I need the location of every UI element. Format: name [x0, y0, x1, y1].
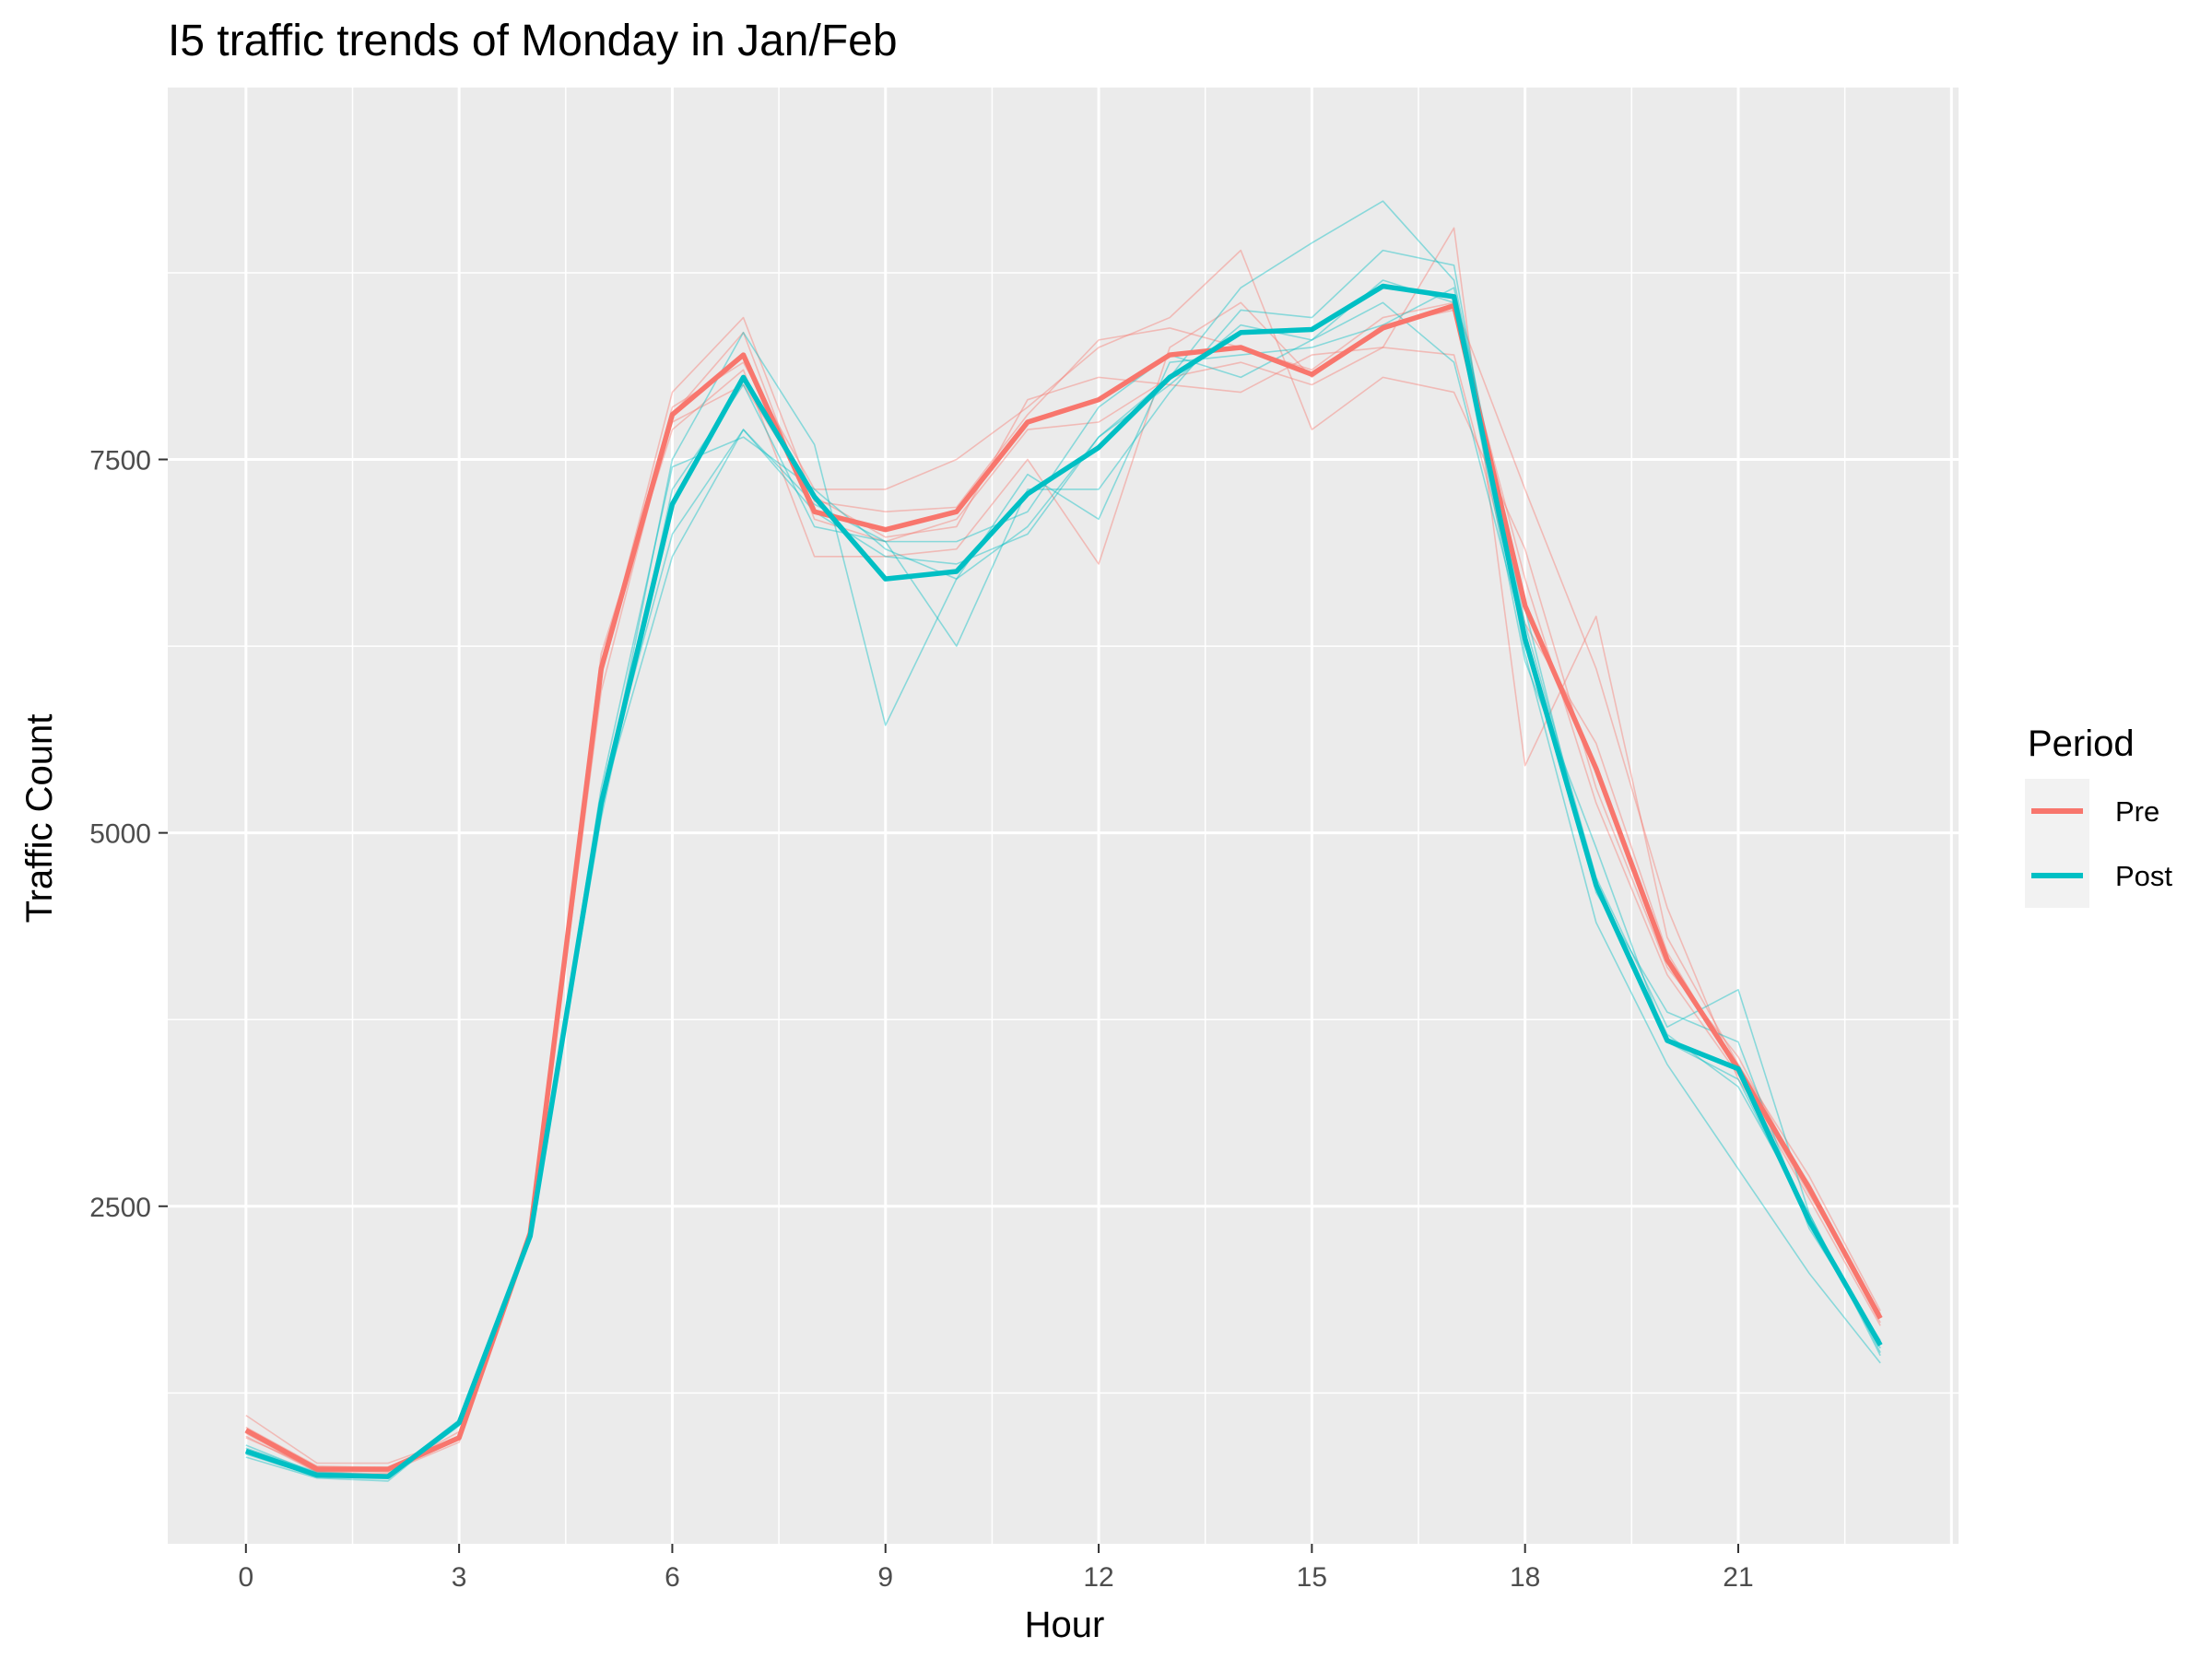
major-gridlines: [168, 88, 1959, 1544]
x-tick-label: 18: [1510, 1562, 1540, 1593]
series-line-post: [244, 283, 1883, 1479]
x-tick-label: 12: [1083, 1562, 1113, 1593]
legend-label-pre: Pre: [2115, 795, 2159, 828]
legend: Period Pre Post: [2025, 724, 2172, 908]
y-axis-title: Traffic Count: [19, 714, 60, 924]
y-tick-label: 5000: [89, 819, 151, 850]
plot-panel: [168, 88, 1959, 1544]
legend-title: Period: [2028, 724, 2135, 764]
y-axis: 2500 5000 7500: [89, 446, 168, 1223]
x-axis: 0 3 6 9 12 15 18 21: [238, 1544, 1754, 1593]
x-tick-label: 6: [665, 1562, 680, 1593]
x-tick-label: 21: [1723, 1562, 1753, 1593]
x-tick-label: 0: [238, 1562, 253, 1593]
y-tick-label: 2500: [89, 1193, 151, 1223]
period-mean-lines: [244, 283, 1883, 1479]
x-axis-title: Hour: [1025, 1605, 1105, 1645]
x-tick-label: 15: [1297, 1562, 1327, 1593]
legend-label-post: Post: [2115, 860, 2172, 892]
chart-title: I5 traffic trends of Monday in Jan/Feb: [168, 17, 898, 65]
x-tick-label: 3: [452, 1562, 467, 1593]
y-tick-label: 7500: [89, 446, 151, 477]
x-tick-label: 9: [877, 1562, 893, 1593]
